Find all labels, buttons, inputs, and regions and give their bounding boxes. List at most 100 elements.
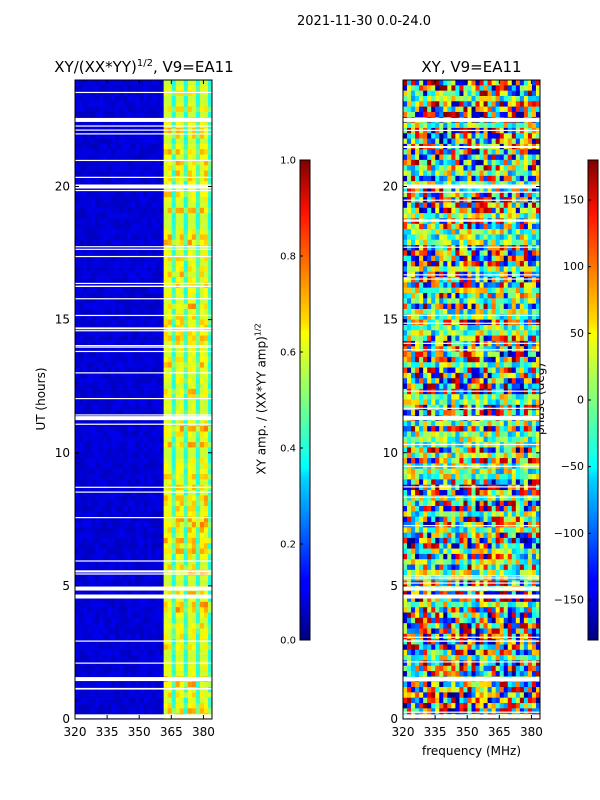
heatmap-cell <box>151 202 156 209</box>
heatmap-cell <box>179 213 185 219</box>
heatmap-cell <box>151 218 156 225</box>
heatmap-cell <box>187 521 193 528</box>
heatmap-cell <box>95 426 100 432</box>
heatmap-cell <box>479 133 484 139</box>
heatmap-cell <box>483 101 488 107</box>
heatmap-cell <box>127 655 132 661</box>
heatmap-cell <box>151 314 156 320</box>
heatmap-cell <box>83 319 88 326</box>
heatmap-cell <box>151 90 156 97</box>
heatmap-cell <box>99 106 104 113</box>
heatmap-cell <box>119 623 124 629</box>
heatmap-cell <box>171 149 177 155</box>
heatmap-cell <box>139 149 144 155</box>
heatmap-cell <box>83 383 88 390</box>
heatmap-cell <box>83 665 88 672</box>
heatmap-cell <box>203 314 209 320</box>
heatmap-cell <box>127 346 132 352</box>
heatmap-cell <box>479 154 484 161</box>
heatmap-cell <box>75 127 80 134</box>
heatmap-cell <box>175 213 181 219</box>
heatmap-cell <box>167 436 173 443</box>
heatmap-cell <box>139 90 144 97</box>
heatmap-cell <box>79 532 84 539</box>
heatmap-cell <box>127 596 132 603</box>
heatmap-cell <box>191 596 197 603</box>
heatmap-cell <box>111 671 116 677</box>
heatmap-cell <box>111 697 116 704</box>
right-panel-title: XY, V9=EA11 <box>421 58 522 76</box>
heatmap-cell <box>151 154 156 161</box>
heatmap-cell <box>203 495 209 501</box>
heatmap-cell <box>175 580 181 587</box>
heatmap-cell <box>107 394 112 400</box>
heatmap-cell <box>411 133 416 139</box>
heatmap-cell <box>431 154 436 161</box>
heatmap-cell <box>155 271 160 278</box>
heatmap-cell <box>127 372 132 379</box>
heatmap-cell <box>179 447 185 454</box>
heatmap-cell <box>127 511 132 517</box>
heatmap-cell <box>131 319 136 326</box>
heatmap-cell <box>99 303 104 310</box>
heatmap-cell <box>207 532 213 539</box>
heatmap-cell <box>171 543 177 549</box>
heatmap-cell <box>495 133 501 139</box>
heatmap-cell <box>79 346 84 352</box>
heatmap-cell <box>207 447 213 454</box>
heatmap-cell <box>527 186 533 193</box>
heatmap-cell <box>91 159 96 166</box>
heatmap-cell <box>531 170 537 177</box>
heatmap-cell <box>159 229 164 235</box>
heatmap-cell <box>207 106 213 113</box>
heatmap-cell <box>123 287 128 294</box>
heatmap-cell <box>191 383 197 390</box>
heatmap-cell <box>79 665 84 672</box>
heatmap-cell <box>139 80 144 86</box>
heatmap-cell <box>527 181 533 187</box>
heatmap-cell <box>199 511 205 517</box>
heatmap-cell <box>195 436 201 443</box>
heatmap-cell <box>471 181 476 187</box>
heatmap-cell <box>475 90 480 97</box>
heatmap-cell <box>459 111 464 118</box>
heatmap-cell <box>183 207 189 214</box>
heatmap-cell <box>127 436 132 443</box>
heatmap-cell <box>131 553 136 560</box>
heatmap-cell <box>203 277 209 283</box>
heatmap-cell <box>163 159 168 166</box>
heatmap-cell <box>79 633 84 640</box>
heatmap-cell <box>171 521 177 528</box>
data-gap-thin <box>75 327 212 329</box>
heatmap-cell <box>151 282 156 288</box>
heatmap-cell <box>203 85 209 91</box>
heatmap-cell <box>175 255 181 262</box>
heatmap-cell <box>519 181 525 187</box>
heatmap-cell <box>167 378 173 384</box>
heatmap-cell <box>83 133 88 139</box>
heatmap-cell <box>443 90 448 97</box>
heatmap-cell <box>127 218 132 225</box>
heatmap-cell <box>91 681 96 688</box>
heatmap-cell <box>83 90 88 97</box>
heatmap-cell <box>191 665 197 672</box>
heatmap-cell <box>167 95 173 102</box>
heatmap-cell <box>199 639 205 645</box>
heatmap-cell <box>187 95 193 102</box>
heatmap-cell <box>507 170 513 177</box>
heatmap-cell <box>87 266 92 273</box>
heatmap-cell <box>163 601 168 608</box>
heatmap-cell <box>183 697 189 704</box>
heatmap-cell <box>191 521 197 528</box>
heatmap-cell <box>187 277 193 283</box>
heatmap-cell <box>87 612 92 619</box>
heatmap-cell <box>155 458 160 464</box>
heatmap-cell <box>123 463 128 470</box>
heatmap-cell <box>199 426 205 432</box>
heatmap-cell <box>191 101 197 107</box>
heatmap-cell <box>171 298 177 304</box>
heatmap-cell <box>87 490 92 496</box>
heatmap-cell <box>143 671 148 677</box>
heatmap-cell <box>191 639 197 645</box>
heatmap-cell <box>199 420 205 427</box>
